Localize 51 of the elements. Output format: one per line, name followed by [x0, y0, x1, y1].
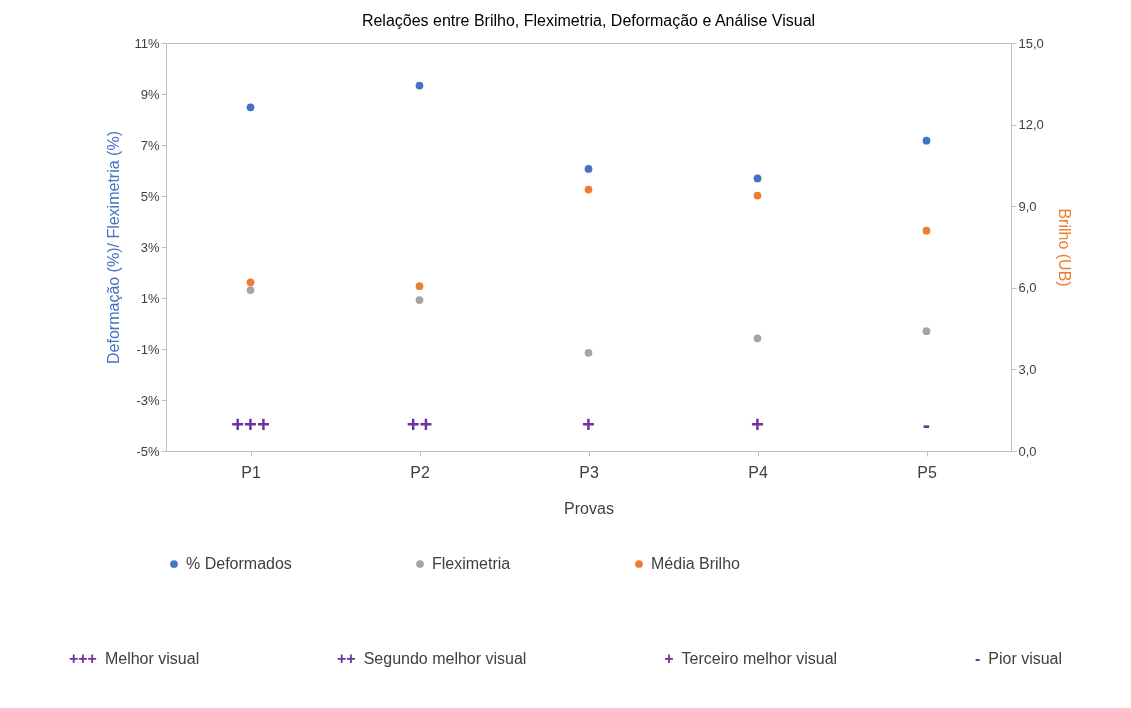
x-tick-label: P1: [241, 463, 261, 481]
chart-title: Relações entre Brilho, Fleximetria, Deformação e Análise Visual: [361, 12, 816, 29]
annotation: +: [582, 412, 595, 437]
x-tick-label: P3: [579, 463, 599, 481]
legend-label: % Deformados: [186, 555, 292, 572]
annotation: +: [751, 412, 764, 437]
annotation: -: [922, 412, 931, 437]
text: - Pior visual: [974, 650, 1063, 667]
y-axis-title: Deformação (%)/ Fleximetria (%): [105, 131, 123, 364]
y-tick-label: 5%: [140, 188, 160, 204]
annotation: +++: [231, 412, 270, 437]
y2-tick-label: 3,0: [1018, 361, 1037, 377]
point: [753, 191, 762, 200]
x-tick-label: P2: [410, 463, 430, 481]
point: [922, 136, 931, 145]
point: [415, 282, 424, 291]
point: [246, 286, 255, 294]
point: [753, 174, 762, 183]
text: ++ Segundo melhor visual: [336, 650, 527, 667]
text: +++ Melhor visual: [68, 650, 200, 667]
y2-tick-label: 6,0: [1018, 280, 1037, 296]
legend-label: Fleximetria: [432, 555, 511, 572]
x-tick-label: P5: [917, 463, 937, 481]
y-tick-label: 3%: [140, 239, 160, 255]
y2-tick-label: 15,0: [1018, 35, 1044, 51]
y-tick-label: 9%: [140, 86, 160, 102]
point: [246, 103, 255, 112]
point: [922, 327, 931, 336]
y-tick-label: -3%: [136, 392, 160, 408]
x-tick-label: P4: [748, 463, 768, 481]
y-tick-label: -5%: [136, 443, 160, 459]
y-tick-label: 7%: [140, 137, 160, 153]
y-tick-label: -1%: [136, 341, 160, 357]
point: [584, 348, 593, 357]
point: [922, 226, 931, 235]
y2-tick-label: 0,0: [1018, 443, 1037, 459]
point: [584, 185, 593, 194]
y2-tick-label: 12,0: [1018, 117, 1044, 133]
y2-axis-title: Brilho (UB): [1055, 208, 1073, 287]
y-tick-label: 1%: [140, 290, 160, 306]
y-tick-label: 11%: [134, 35, 160, 51]
legend-label: Média Brilho: [651, 555, 741, 572]
annotation: ++: [406, 412, 433, 437]
y2-tick-label: 9,0: [1018, 198, 1037, 214]
text: + Terceiro melhor visual: [664, 650, 838, 667]
x-axis-title: Provas: [564, 499, 614, 517]
point: [415, 81, 424, 90]
point: [246, 278, 255, 287]
point: [584, 165, 593, 173]
point: [415, 296, 424, 304]
point: [753, 334, 762, 343]
